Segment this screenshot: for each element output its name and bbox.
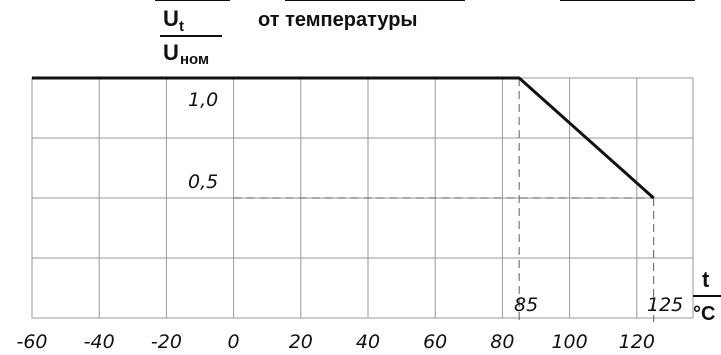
y-axis-label: U t U ном bbox=[160, 6, 222, 68]
y-label-den-main: U bbox=[163, 40, 179, 65]
x-tick-label: 120 bbox=[619, 331, 655, 353]
x-value-label-85: 85 bbox=[514, 294, 538, 316]
y-label-main: U bbox=[163, 6, 179, 31]
y-label-den-sub: ном bbox=[180, 51, 209, 68]
chart-title: от температуры bbox=[258, 9, 418, 31]
x-tick-label: -40 bbox=[84, 331, 115, 353]
x-tick-label: 60 bbox=[423, 331, 447, 353]
x-tick-label: 20 bbox=[289, 331, 313, 353]
grid bbox=[32, 78, 693, 318]
x-tick-label: 80 bbox=[490, 331, 514, 353]
x-tick-label: -60 bbox=[16, 331, 47, 353]
guide-lines bbox=[233, 78, 655, 322]
x-axis-label: t °C bbox=[693, 267, 721, 325]
x-tick-label: -20 bbox=[151, 331, 182, 353]
x-label-num: t bbox=[702, 267, 710, 292]
x-label-den: °C bbox=[693, 303, 715, 325]
x-tick-label: 0 bbox=[228, 331, 240, 353]
x-value-label-125: 125 bbox=[647, 294, 683, 316]
x-tick-label: 40 bbox=[356, 331, 380, 353]
y-value-label-0-5: 0,5 bbox=[188, 171, 218, 193]
x-tick-label: 100 bbox=[551, 331, 587, 353]
y-label-sub: t bbox=[179, 18, 184, 35]
x-tick-labels: -60 -40 -20 0 20 40 60 80 100 120 bbox=[16, 331, 654, 353]
y-value-label-1-0: 1,0 bbox=[188, 89, 218, 111]
series bbox=[31, 76, 655, 200]
